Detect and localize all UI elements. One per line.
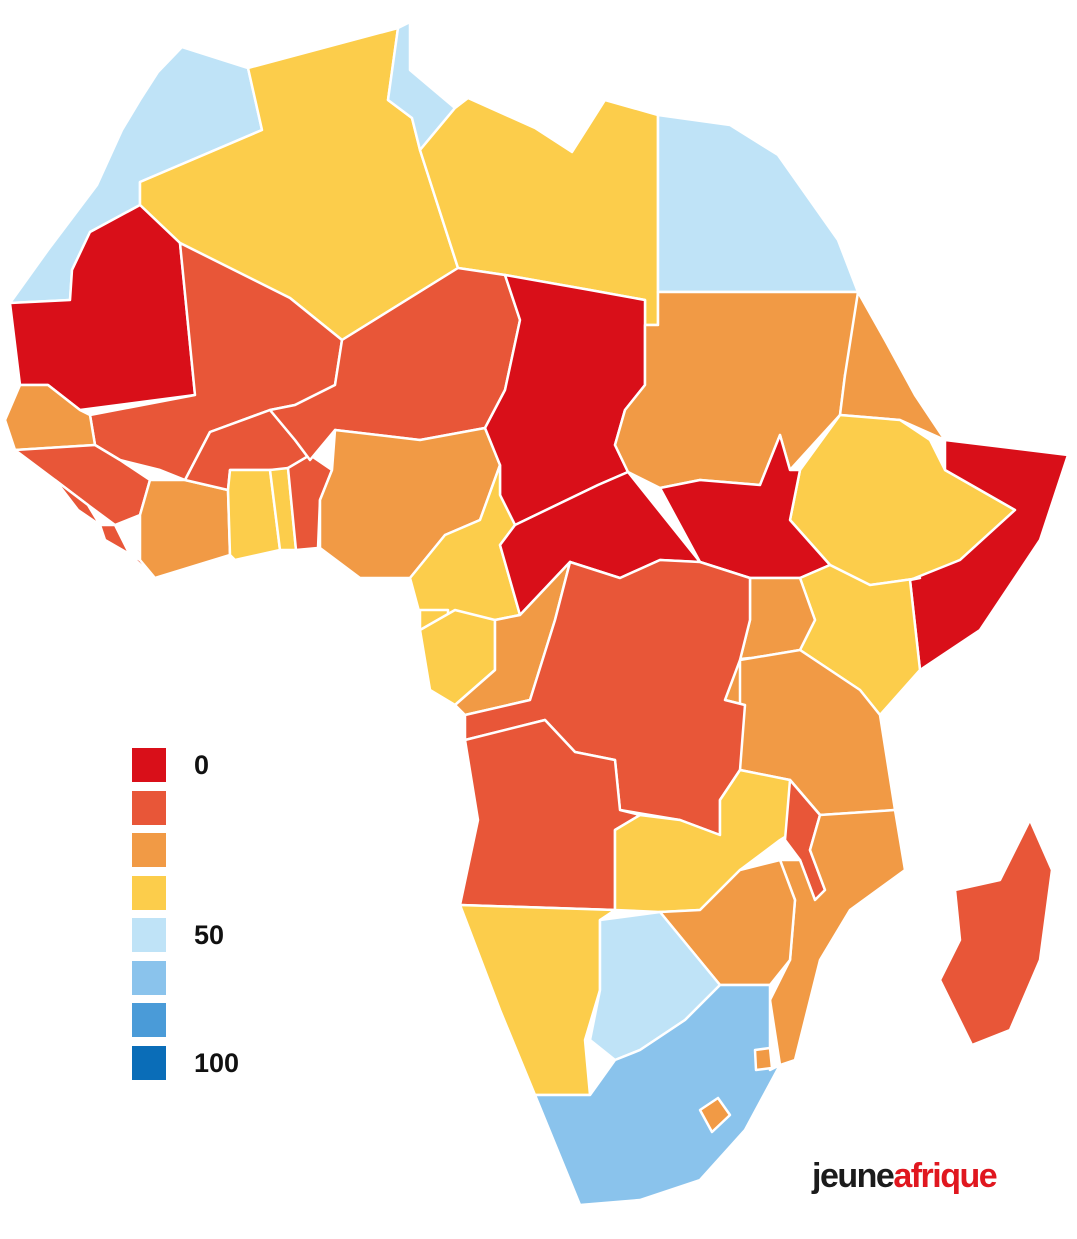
legend-swatch <box>132 1003 166 1037</box>
region-mauritania <box>8 203 197 412</box>
brand-logo-part1: jeune <box>812 1157 895 1195</box>
region-south-africa <box>533 983 782 1207</box>
legend-label: 0 <box>194 750 210 780</box>
legend-swatch <box>132 960 166 995</box>
legend-label: 50 <box>194 920 225 950</box>
region-eritrea <box>838 290 947 442</box>
region-egypt <box>656 113 860 294</box>
legend-swatch <box>132 875 166 910</box>
region-senegal <box>3 383 97 452</box>
legend-swatch <box>132 833 166 867</box>
brand-logo: jeuneafrique <box>812 1156 998 1196</box>
legend-label: 100 <box>194 1047 240 1078</box>
region-madagascar <box>938 818 1054 1047</box>
region-lesotho <box>698 1096 732 1134</box>
legend-swatch <box>132 790 166 825</box>
legend-swatch <box>132 1045 166 1080</box>
legend-swatch <box>132 918 166 952</box>
region-mozambique <box>768 808 907 1067</box>
region-cote-d-ivoire <box>138 478 232 580</box>
legend-swatch <box>132 748 166 782</box>
region-namibia <box>458 903 617 1097</box>
region-eswatini <box>753 1046 774 1072</box>
brand-logo-part2: afrique <box>893 1157 997 1195</box>
